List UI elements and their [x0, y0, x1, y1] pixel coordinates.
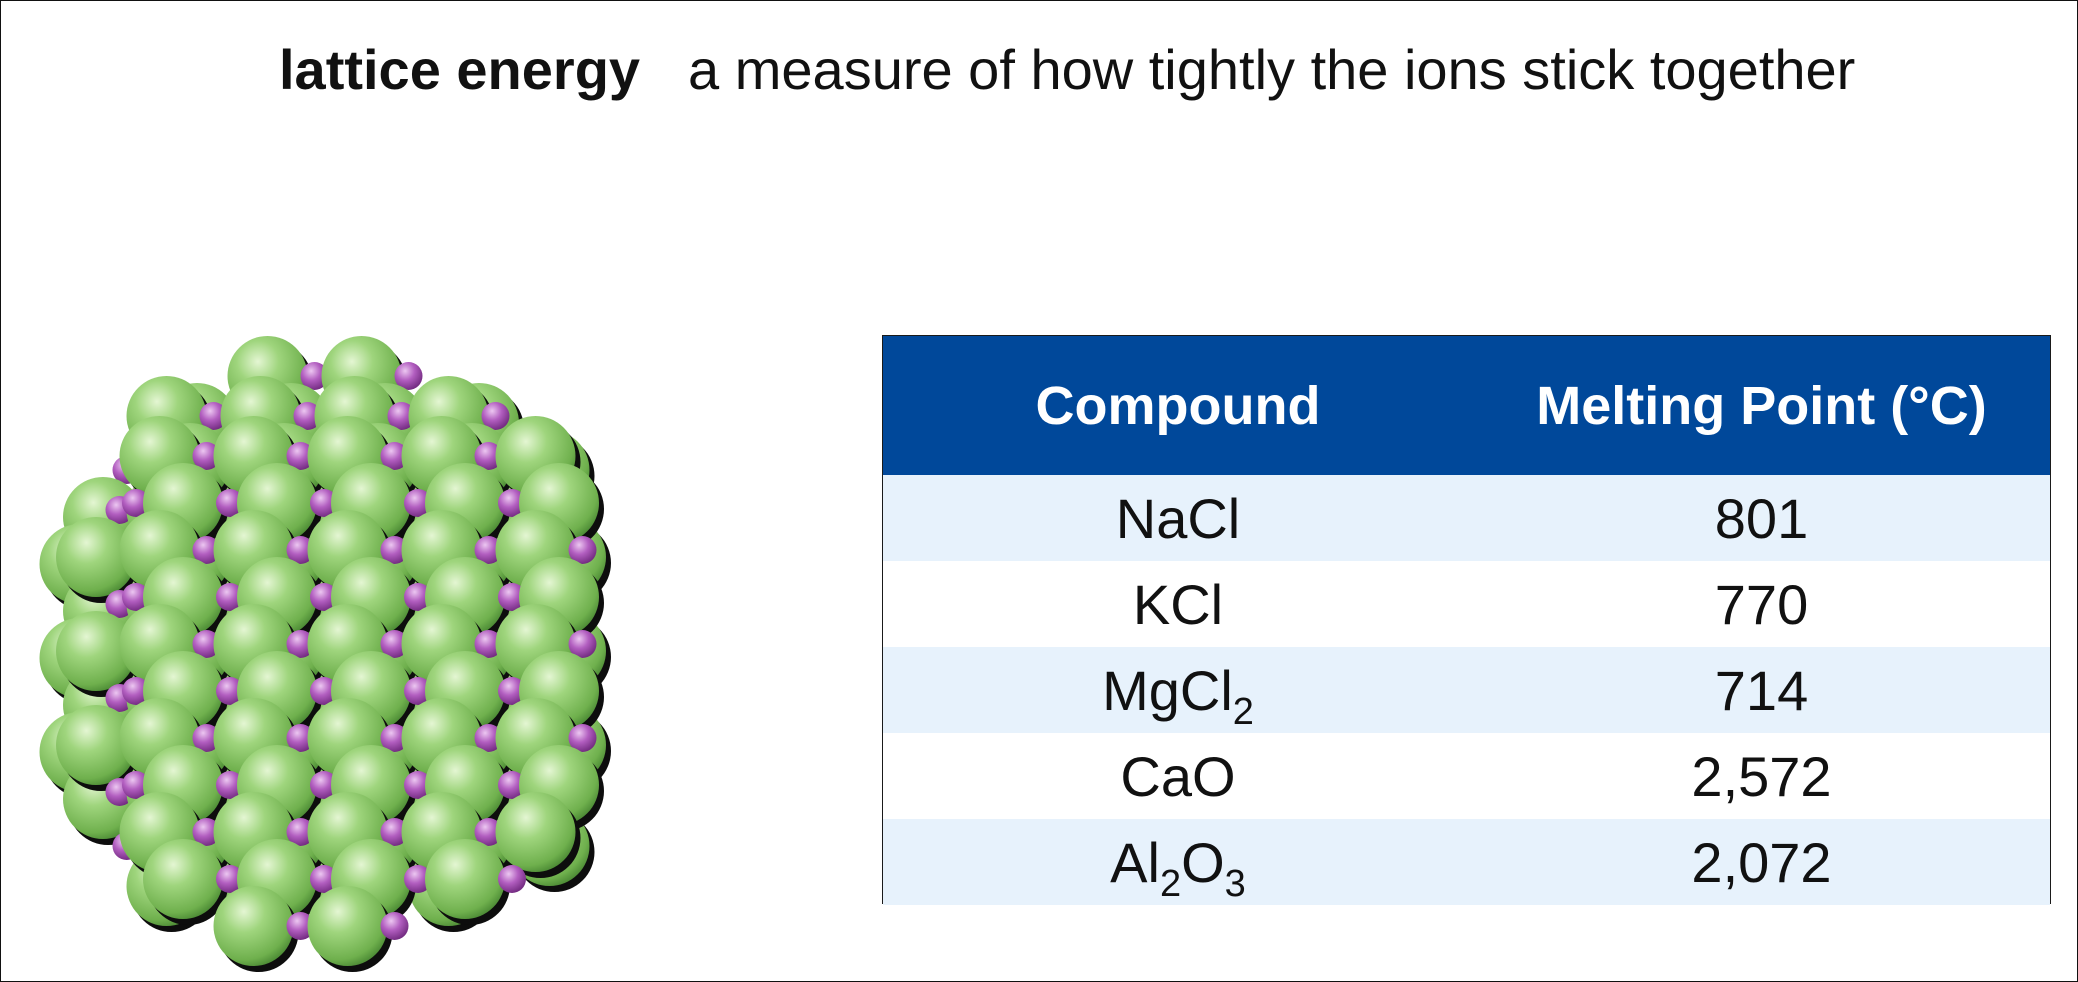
- small-ion: [310, 865, 338, 893]
- large-ion: [307, 886, 388, 966]
- small-ion: [192, 818, 221, 846]
- compound-cell: CaO: [883, 733, 1473, 819]
- small-ion: [300, 362, 329, 390]
- small-ion: [394, 362, 423, 390]
- small-ion: [286, 818, 315, 846]
- small-ion: [568, 630, 597, 658]
- formula-symbol: NaCl: [1115, 486, 1241, 550]
- small-ion: [380, 536, 409, 564]
- formula-subscript: 2: [1159, 862, 1182, 905]
- small-ion: [498, 771, 526, 799]
- small-ion: [192, 442, 221, 470]
- small-ion: [498, 865, 526, 893]
- melting-point-table: Compound Melting Point (°C) NaCl 801 KCl 77…: [882, 335, 2051, 905]
- ionic-crystal-lattice-illustration: [39, 336, 611, 972]
- column-header-melting-point: Melting Point (°C): [1473, 336, 2050, 475]
- small-ion: [216, 677, 244, 705]
- formula-subscript: 3: [1224, 862, 1246, 905]
- compound-cell: KCl: [883, 561, 1473, 647]
- small-ion: [192, 536, 221, 564]
- small-ion: [404, 677, 432, 705]
- large-ion: [56, 517, 136, 597]
- small-ion: [310, 583, 338, 611]
- table-row: MgCl2 714: [883, 647, 2050, 733]
- table-row: CaO 2,572: [883, 733, 2050, 819]
- small-ion: [122, 771, 150, 799]
- small-ion: [481, 402, 510, 430]
- small-ion: [286, 912, 315, 940]
- small-ion: [286, 442, 315, 470]
- small-ion: [293, 402, 322, 430]
- large-ion: [143, 839, 223, 919]
- formula-subscript: 2: [1232, 690, 1254, 733]
- small-ion: [310, 489, 338, 517]
- small-ion: [568, 724, 597, 752]
- small-ion: [498, 677, 526, 705]
- compound-cell: Al2O3: [883, 819, 1473, 905]
- compound-cell: MgCl2: [883, 647, 1473, 733]
- small-ion: [122, 489, 150, 517]
- small-ion: [192, 630, 221, 658]
- small-ion: [404, 865, 432, 893]
- table-row: KCl 770: [883, 561, 2050, 647]
- small-ion: [122, 677, 150, 705]
- melting-point-cell: 2,072: [1473, 819, 2050, 905]
- small-ion: [474, 536, 503, 564]
- small-ion: [498, 583, 526, 611]
- column-header-compound: Compound: [883, 336, 1473, 475]
- small-ion: [286, 536, 315, 564]
- small-ion: [404, 489, 432, 517]
- small-ion: [568, 536, 597, 564]
- data-table: Compound Melting Point (°C) NaCl 801 KCl 77…: [883, 336, 2050, 905]
- melting-point-cell: 714: [1473, 647, 2050, 733]
- small-ion: [192, 724, 221, 752]
- small-ion: [216, 583, 244, 611]
- small-ion: [474, 818, 503, 846]
- melting-point-cell: 770: [1473, 561, 2050, 647]
- small-ion: [474, 442, 503, 470]
- title-term: lattice energy: [279, 38, 641, 101]
- compound-cell: NaCl: [883, 475, 1473, 561]
- small-ion: [380, 442, 409, 470]
- small-ion: [216, 771, 244, 799]
- small-ion: [310, 771, 338, 799]
- small-ion: [122, 583, 150, 611]
- melting-point-cell: 801: [1473, 475, 2050, 561]
- large-ion: [56, 705, 136, 785]
- small-ion: [286, 630, 315, 658]
- table-row: NaCl 801: [883, 475, 2050, 561]
- small-ion: [380, 912, 409, 940]
- small-ion: [216, 865, 244, 893]
- table-row: Al2O3 2,072: [883, 819, 2050, 905]
- small-ion: [474, 724, 503, 752]
- small-ion: [404, 583, 432, 611]
- title-definition: a measure of how tightly the ions stick …: [688, 38, 1856, 101]
- slide-title: lattice energy a measure of how tightly t…: [279, 37, 1855, 102]
- formula-symbol: KCl: [1132, 572, 1224, 636]
- small-ion: [380, 818, 409, 846]
- table-header-row: Compound Melting Point (°C): [883, 336, 2050, 475]
- formula-symbol: MgCl: [1102, 658, 1233, 722]
- large-ion: [213, 886, 294, 966]
- large-ion: [425, 839, 505, 919]
- small-ion: [286, 724, 315, 752]
- small-ion: [380, 724, 409, 752]
- small-ion: [474, 630, 503, 658]
- small-ion: [380, 630, 409, 658]
- formula-symbol: Al: [1110, 830, 1160, 894]
- melting-point-cell: 2,572: [1473, 733, 2050, 819]
- small-ion: [199, 402, 228, 430]
- small-ion: [404, 771, 432, 799]
- small-ion: [387, 402, 416, 430]
- small-ion: [216, 489, 244, 517]
- small-ion: [498, 489, 526, 517]
- large-ion: [495, 792, 576, 872]
- formula-symbol: O: [1181, 830, 1225, 894]
- large-ion: [56, 611, 136, 691]
- small-ion: [310, 677, 338, 705]
- formula-symbol: CaO: [1120, 744, 1236, 808]
